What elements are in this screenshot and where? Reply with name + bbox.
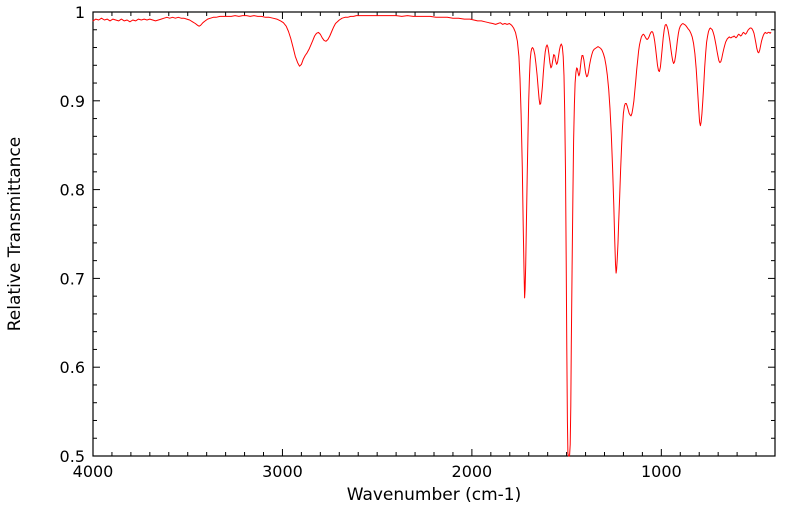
- x-tick-label: 4000: [73, 462, 114, 481]
- y-tick-label: 1: [75, 3, 85, 22]
- y-tick-label: 0.6: [60, 358, 85, 377]
- y-axis-label: Relative Transmittance: [5, 137, 25, 332]
- y-tick-label: 0.9: [60, 92, 85, 111]
- plot-area: 4000 3000 2000 1000 1 0.9 0.8 0.7 0.6 0.5: [60, 3, 776, 481]
- y-tick-label: 0.5: [60, 447, 85, 466]
- x-axis-label: Wavenumber (cm-1): [347, 485, 522, 505]
- x-tick-label: 2000: [452, 462, 493, 481]
- y-tick-label: 0.8: [60, 181, 85, 200]
- x-tick-label: 1000: [641, 462, 682, 481]
- y-tick-label: 0.7: [60, 269, 85, 288]
- plot-border: [92, 11, 776, 457]
- x-tick-label: 3000: [262, 462, 303, 481]
- spectrum-line: [92, 15, 772, 457]
